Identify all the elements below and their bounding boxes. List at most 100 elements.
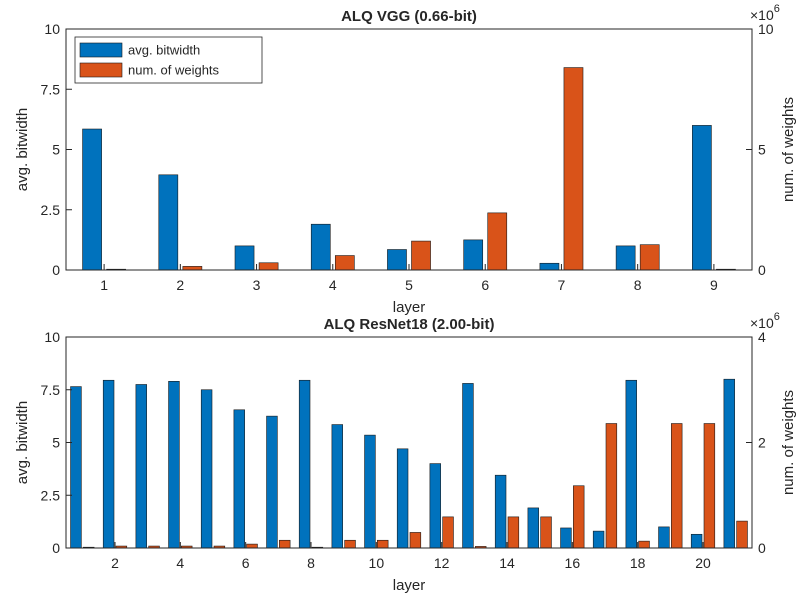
weights-bar-7 bbox=[279, 539, 291, 549]
bitwidth-bar-12 bbox=[429, 463, 441, 549]
bitwidth-bar-2 bbox=[102, 379, 115, 549]
xtick-label: 6 bbox=[242, 555, 250, 571]
plot-area bbox=[66, 337, 752, 548]
chart-title: ALQ ResNet18 (2.00-bit) bbox=[324, 316, 495, 333]
xtick-label: 12 bbox=[434, 555, 450, 571]
right-ytick-label: 0 bbox=[758, 262, 766, 278]
bitwidth-bar-16 bbox=[560, 527, 572, 549]
xtick-label: 2 bbox=[111, 555, 119, 571]
bitwidth-bar-3 bbox=[234, 245, 255, 271]
right-ytick-label: 5 bbox=[758, 142, 766, 158]
bitwidth-bar-17 bbox=[592, 530, 605, 549]
legend-label-0: avg. bitwidth bbox=[128, 43, 200, 58]
legend-swatch-0 bbox=[79, 42, 123, 58]
left-ytick-label: 10 bbox=[44, 21, 60, 37]
xtick-label: 9 bbox=[710, 277, 718, 293]
x-axis-label: layer bbox=[393, 577, 426, 594]
bitwidth-bar-8 bbox=[615, 245, 636, 271]
weights-bar-17 bbox=[605, 423, 618, 549]
weights-bar-21 bbox=[736, 520, 748, 549]
right-ytick-label: 2 bbox=[758, 435, 766, 451]
weights-bar-8 bbox=[639, 244, 660, 271]
xtick-label: 6 bbox=[481, 277, 489, 293]
weights-bar-7 bbox=[563, 67, 584, 271]
bitwidth-bar-9 bbox=[331, 424, 343, 549]
right-ytick-label: 0 bbox=[758, 540, 766, 556]
weights-bar-9 bbox=[344, 539, 356, 549]
bitwidth-bar-11 bbox=[396, 448, 409, 549]
weights-bar-6 bbox=[246, 543, 258, 549]
weights-bar-10 bbox=[377, 539, 389, 549]
bitwidth-bar-7 bbox=[266, 415, 278, 549]
bitwidth-bar-19 bbox=[658, 526, 670, 549]
left-ytick-label: 10 bbox=[44, 329, 60, 345]
left-ytick-label: 5 bbox=[52, 142, 60, 158]
legend-label-1: num. of weights bbox=[128, 63, 220, 78]
weights-bar-14 bbox=[507, 516, 520, 549]
chart-title: ALQ VGG (0.66-bit) bbox=[341, 8, 477, 25]
y-axis-label-right: num. of weights bbox=[780, 390, 797, 495]
weights-bar-2 bbox=[182, 266, 203, 271]
left-ytick-label: 0 bbox=[52, 540, 60, 556]
xtick-label: 1 bbox=[100, 277, 108, 293]
y2-exponent-power: 6 bbox=[774, 3, 780, 15]
xtick-label: 4 bbox=[329, 277, 337, 293]
bitwidth-bar-1 bbox=[82, 128, 102, 271]
xtick-label: 18 bbox=[630, 555, 646, 571]
bitwidth-bar-4 bbox=[310, 223, 331, 271]
bitwidth-bar-8 bbox=[298, 379, 311, 549]
weights-bar-19 bbox=[671, 423, 683, 549]
bitwidth-bar-5 bbox=[387, 249, 407, 271]
weights-bar-12 bbox=[442, 516, 454, 549]
xtick-label: 14 bbox=[499, 555, 515, 571]
y2-exponent-label: ×106 bbox=[750, 311, 780, 331]
right-ytick-label: 10 bbox=[758, 21, 774, 37]
bitwidth-bar-5 bbox=[200, 389, 213, 549]
y-axis-label-left: avg. bitwidth bbox=[14, 108, 31, 191]
bitwidth-bar-6 bbox=[463, 239, 484, 271]
xtick-label: 20 bbox=[695, 555, 711, 571]
left-ytick-label: 7.5 bbox=[41, 382, 61, 398]
y-axis-label-right: num. of weights bbox=[780, 97, 797, 202]
xtick-label: 8 bbox=[634, 277, 642, 293]
bitwidth-bar-15 bbox=[527, 507, 539, 549]
bitwidth-bar-1 bbox=[70, 386, 82, 549]
xtick-label: 4 bbox=[176, 555, 184, 571]
bitwidth-bar-14 bbox=[494, 474, 507, 549]
bitwidth-bar-13 bbox=[462, 383, 474, 549]
x-axis-label: layer bbox=[393, 299, 426, 316]
left-ytick-label: 5 bbox=[52, 435, 60, 451]
weights-bar-16 bbox=[573, 485, 585, 549]
xtick-label: 2 bbox=[176, 277, 184, 293]
legend: avg. bitwidth num. of weights bbox=[74, 36, 263, 84]
bitwidth-bar-6 bbox=[233, 409, 245, 549]
bitwidth-bar-18 bbox=[625, 379, 637, 549]
weights-bar-6 bbox=[487, 212, 508, 271]
weights-bar-18 bbox=[638, 540, 650, 549]
bitwidth-bar-4 bbox=[168, 381, 180, 549]
weights-bar-5 bbox=[411, 240, 431, 271]
weights-bar-3 bbox=[258, 262, 279, 271]
y-axis-label-left: avg. bitwidth bbox=[14, 401, 31, 484]
xtick-label: 5 bbox=[405, 277, 413, 293]
left-ytick-label: 2.5 bbox=[41, 487, 61, 503]
y2-exponent-base: ×10 bbox=[750, 315, 774, 331]
bitwidth-bar-3 bbox=[135, 384, 147, 549]
weights-bar-11 bbox=[409, 532, 422, 549]
bitwidth-bar-10 bbox=[364, 434, 376, 549]
bitwidth-bar-21 bbox=[723, 378, 735, 549]
right-ytick-label: 4 bbox=[758, 329, 766, 345]
legend-swatch-1 bbox=[79, 62, 123, 78]
xtick-label: 16 bbox=[565, 555, 581, 571]
weights-bar-20 bbox=[703, 423, 716, 549]
xtick-label: 7 bbox=[558, 277, 566, 293]
left-ytick-label: 2.5 bbox=[41, 202, 61, 218]
left-ytick-label: 7.5 bbox=[41, 81, 61, 97]
bitwidth-bar-2 bbox=[158, 174, 179, 271]
weights-bar-4 bbox=[334, 255, 355, 271]
xtick-label: 3 bbox=[253, 277, 261, 293]
xtick-label: 10 bbox=[369, 555, 385, 571]
bitwidth-bar-7 bbox=[539, 262, 560, 271]
